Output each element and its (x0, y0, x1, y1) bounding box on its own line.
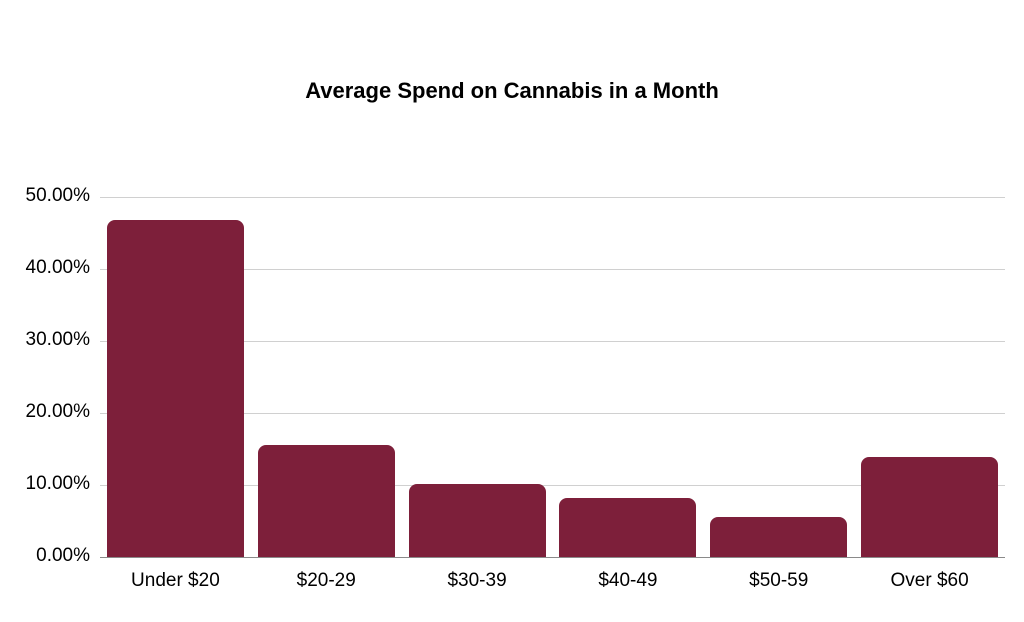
bar--40-49 (559, 497, 697, 557)
y-tick-label: 30.00% (25, 329, 90, 350)
gridline (100, 269, 1005, 270)
gridline (100, 341, 1005, 342)
bar--50-59 (710, 516, 848, 557)
x-tick-label: $20-29 (296, 570, 356, 591)
bar--20-29 (257, 444, 395, 557)
x-axis-line (100, 557, 1005, 558)
gridline (100, 485, 1005, 486)
x-tick-label: Over $60 (890, 570, 969, 591)
bar--30-39 (408, 484, 546, 557)
x-tick-label: Under $20 (131, 570, 220, 591)
x-tick-label: $40-49 (598, 570, 658, 591)
plot-area (100, 197, 1005, 558)
bar-under-20 (106, 220, 244, 557)
chart-title: Average Spend on Cannabis in a Month (305, 78, 719, 103)
y-tick-label: 0.00% (36, 545, 90, 566)
gridline (100, 197, 1005, 198)
y-tick-label: 20.00% (25, 401, 90, 422)
y-tick-label: 10.00% (25, 473, 90, 494)
y-tick-label: 40.00% (25, 257, 90, 278)
bar-over-60 (861, 456, 999, 557)
x-tick-label: $50-59 (749, 570, 809, 591)
x-tick-label: $30-39 (447, 570, 507, 591)
gridline (100, 413, 1005, 414)
y-tick-label: 50.00% (25, 185, 90, 206)
